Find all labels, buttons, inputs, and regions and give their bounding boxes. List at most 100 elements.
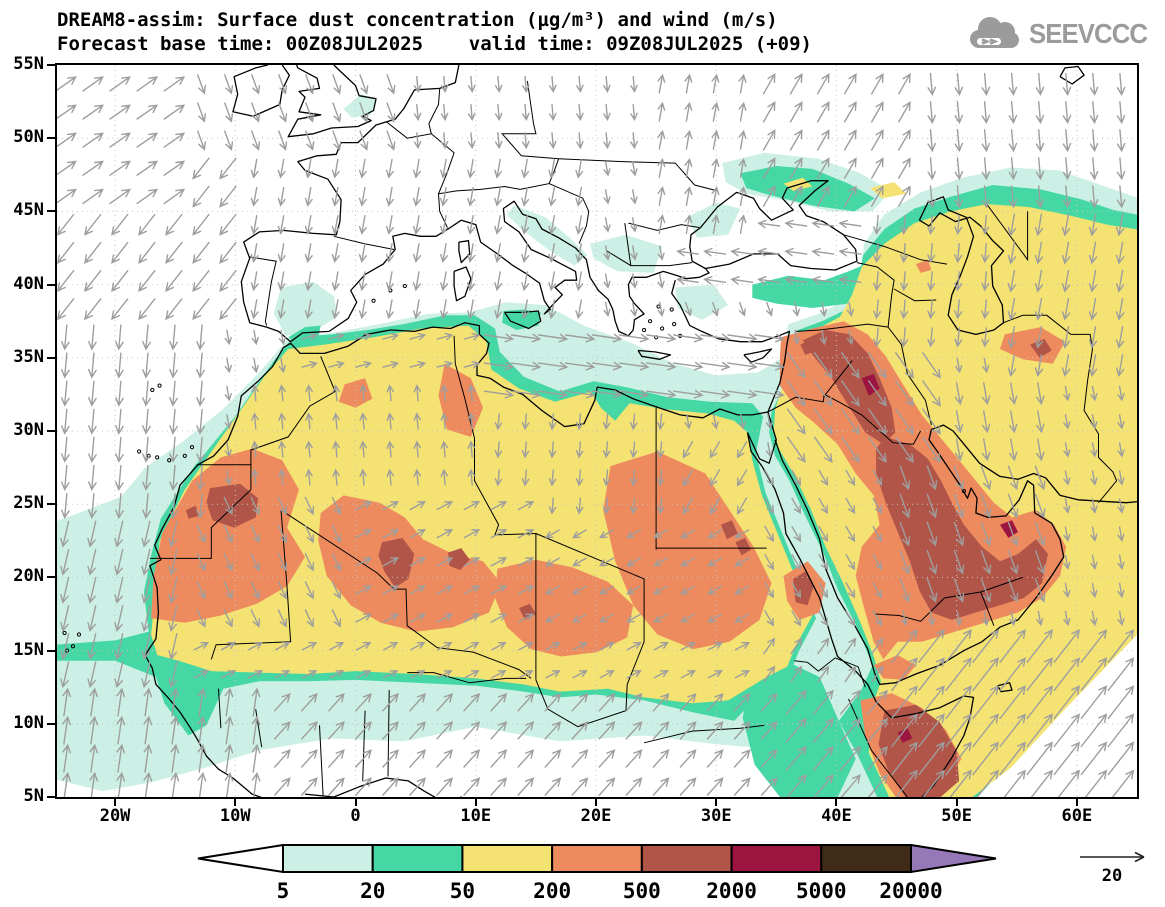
island-dot bbox=[641, 327, 647, 333]
dust-region-ge2000-uae bbox=[999, 520, 1018, 538]
island-dot bbox=[660, 326, 665, 331]
coastlines-layer bbox=[62, 65, 1137, 797]
seevccc-logo: SEEVCCC bbox=[965, 14, 1157, 54]
chart-subtitle: Forecast base time: 00Z08JUL2025 valid t… bbox=[57, 33, 812, 55]
colorbar-cell-5000-20000 bbox=[820, 844, 912, 873]
lat-tick-label: 15N bbox=[13, 639, 44, 660]
country-borders-layer bbox=[149, 81, 1118, 797]
dust-region-ge500-gulf bbox=[876, 436, 1048, 620]
lon-tick bbox=[835, 797, 838, 806]
island-dot bbox=[167, 458, 172, 463]
colorbar-cell-2000-5000 bbox=[730, 844, 823, 873]
border-sahel2 bbox=[255, 709, 263, 748]
colorbar-label: 20000 bbox=[879, 879, 942, 903]
colorbar-cell-20-50 bbox=[371, 844, 464, 873]
lat-tick bbox=[47, 137, 56, 140]
dust-region-ge5-balkans bbox=[590, 234, 663, 273]
lon-tick-label: 30E bbox=[700, 806, 732, 826]
lon-tick bbox=[1075, 797, 1078, 806]
lon-tick bbox=[474, 797, 477, 806]
island-dot bbox=[371, 298, 376, 303]
border-iran-turkmenistan bbox=[1003, 314, 1093, 350]
wind-reference-label: 20 bbox=[1102, 866, 1122, 886]
coastline-europe-atlantic bbox=[240, 65, 460, 343]
coastline-crete bbox=[637, 349, 672, 360]
island-dot bbox=[189, 445, 195, 450]
dust-region-ge500-mali bbox=[378, 537, 415, 588]
colorbar-cell-500-2000 bbox=[640, 844, 733, 873]
border-syria-iraq bbox=[822, 360, 853, 398]
coastline-sardinia bbox=[453, 266, 472, 302]
border-eritrea bbox=[794, 657, 866, 688]
border-romania-bulgaria bbox=[628, 222, 700, 231]
colorbar-cell-200-500 bbox=[551, 844, 643, 873]
island-dot bbox=[62, 630, 67, 636]
lat-tick-label: 50N bbox=[13, 127, 44, 148]
dust-region-ge500-mauritania2 bbox=[186, 505, 200, 519]
lat-tick bbox=[47, 64, 56, 66]
border-sahel1 bbox=[218, 688, 222, 729]
dust-region-ge20-sicily bbox=[502, 309, 541, 330]
colorbar-label: 500 bbox=[623, 879, 661, 903]
border-algeria-mali-niger bbox=[280, 509, 532, 679]
chart-title: DREAM8-assim: Surface dust concentration… bbox=[57, 9, 778, 31]
border-jordan-iraq-saudi bbox=[767, 393, 922, 445]
colorbar-label: 5000 bbox=[796, 879, 847, 903]
colorbar-label: 2000 bbox=[706, 879, 757, 903]
border-saudi-yemen-oman bbox=[874, 576, 1023, 622]
island-dot bbox=[672, 322, 677, 327]
dust-region-ge200-azerbaijan bbox=[915, 259, 932, 273]
border-caucasus-russia bbox=[843, 234, 948, 265]
border-wsahara bbox=[149, 464, 252, 559]
lon-tick-label: 40E bbox=[821, 806, 852, 826]
border-germany-poland bbox=[501, 81, 559, 160]
island-dot bbox=[157, 383, 162, 388]
logo-text: SEEVCCC bbox=[1028, 18, 1148, 49]
lat-tick bbox=[47, 210, 56, 213]
lat-tick-label: 5N bbox=[23, 786, 44, 806]
dust-wind-map bbox=[57, 65, 1137, 797]
border-mauritania-mali bbox=[210, 510, 292, 660]
lon-tick-label: 50E bbox=[941, 806, 973, 826]
dust-region-ge500-egypt1 bbox=[735, 537, 752, 556]
dust-region-ge5-england bbox=[343, 94, 378, 118]
lon-tick bbox=[594, 797, 597, 806]
border-turkey-armenia-iran bbox=[856, 262, 895, 328]
border-serbia-bulgaria bbox=[624, 223, 632, 266]
dust-concentration-layer bbox=[57, 94, 1137, 797]
island-dot bbox=[402, 283, 407, 289]
dust-region-ge500-egypt2 bbox=[721, 520, 738, 540]
border-iran-afghan bbox=[1083, 348, 1118, 504]
lat-tick bbox=[47, 430, 56, 432]
border-sahel4 bbox=[362, 710, 366, 781]
colorbar-cell-5-20 bbox=[282, 844, 374, 873]
island-dot bbox=[76, 632, 82, 637]
border-greece-turkey-n bbox=[606, 250, 693, 267]
lon-tick-label: 10E bbox=[460, 806, 492, 826]
dust-region-ge5-adriatic bbox=[507, 205, 588, 266]
border-ethiopia-somalia bbox=[848, 698, 908, 797]
coastline-redsea-west-horn bbox=[746, 432, 975, 797]
lon-tick-label: 60E bbox=[1061, 806, 1093, 826]
colorbar-label: 5 bbox=[277, 879, 290, 903]
wind-arrows-layer bbox=[57, 72, 1135, 797]
dust-region-ge500-niger bbox=[448, 548, 470, 571]
coastline-europe-med bbox=[290, 200, 710, 343]
coastline-sinai bbox=[746, 411, 777, 464]
lon-tick-label: 10W bbox=[219, 806, 251, 826]
border-morocco-algeria bbox=[250, 356, 336, 465]
lat-tick bbox=[47, 356, 56, 359]
dust-region-ge500-syria bbox=[800, 338, 818, 355]
coastline-corsica bbox=[458, 240, 471, 264]
border-balkans-serbia bbox=[548, 183, 590, 244]
dust-region-ge500-iraq bbox=[802, 330, 896, 445]
border-portugal-spain bbox=[248, 256, 277, 326]
lon-tick bbox=[354, 797, 357, 806]
border-yemen-oman bbox=[980, 591, 995, 626]
dust-region-ge5-wturkey bbox=[675, 284, 729, 320]
island-dot bbox=[647, 319, 653, 324]
map-frame bbox=[55, 63, 1139, 799]
colorbar-arrow-left bbox=[197, 843, 284, 874]
island-dot bbox=[155, 455, 160, 460]
